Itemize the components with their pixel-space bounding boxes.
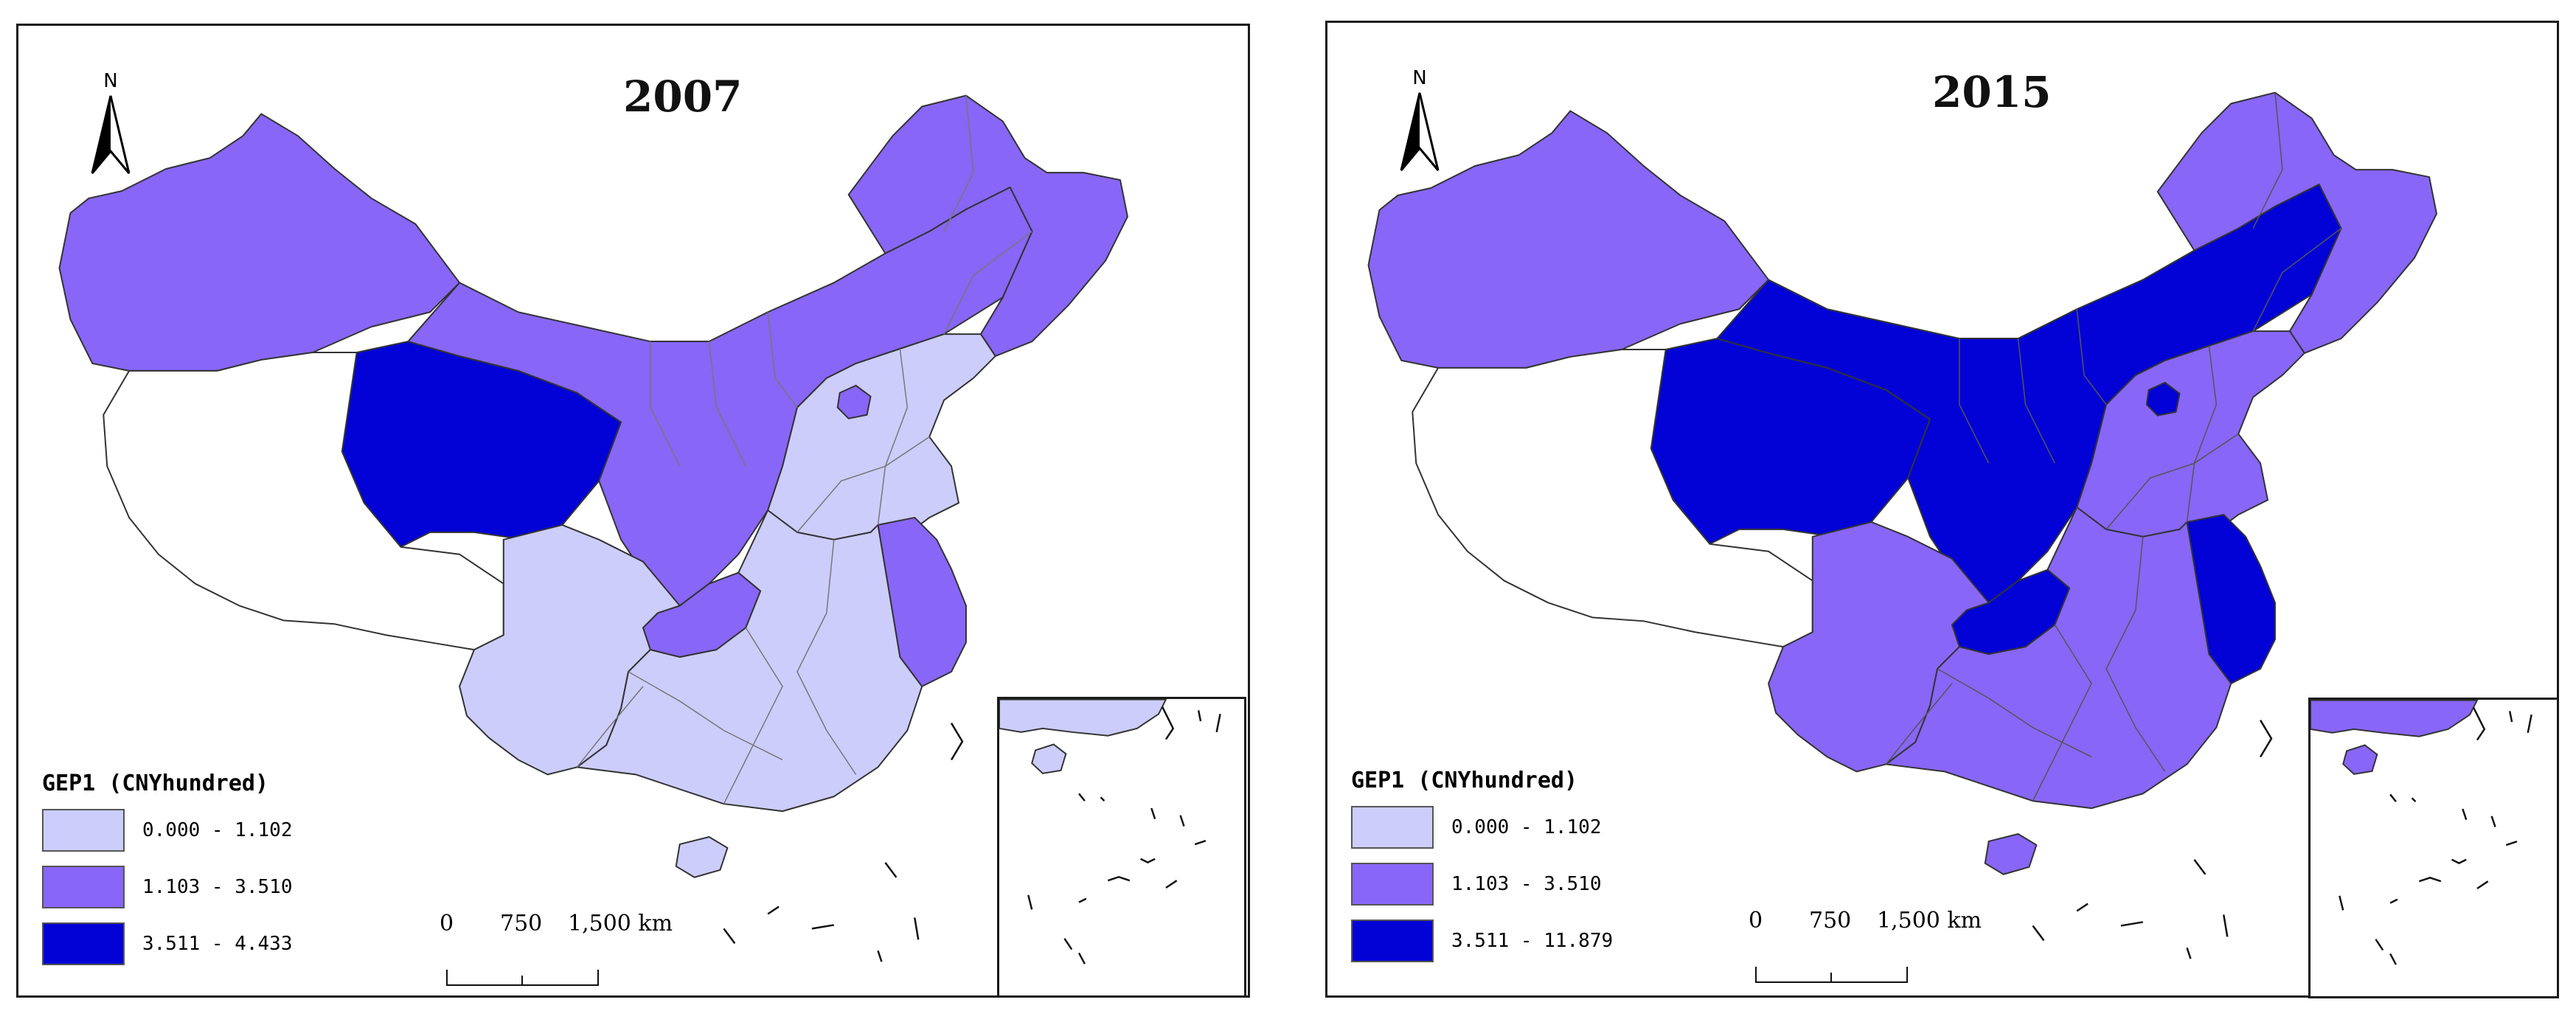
- south-china-sea-inset: [2308, 698, 2559, 998]
- map-title-2007: 2007: [623, 72, 743, 122]
- legend-label: 1.103 - 3.510: [1451, 873, 1602, 895]
- scale-label-750: 750: [500, 911, 543, 936]
- north-arrow-icon: [91, 95, 131, 174]
- legend-label: 1.103 - 3.510: [142, 876, 293, 898]
- inset-mainland: [2311, 700, 2479, 737]
- scale-label-1500: 1,500 km: [568, 911, 673, 936]
- china-map-2015: [1367, 91, 2437, 959]
- map-title-2015: 2015: [1932, 67, 2052, 117]
- region-northeast: [847, 94, 1128, 357]
- region-central-south: [1885, 507, 2232, 810]
- scale-bar: 0 750 1,500 km: [1729, 908, 1982, 989]
- scale-label-0: 0: [1749, 908, 1763, 934]
- legend-label: 0.000 - 1.102: [1451, 816, 1602, 838]
- china-map-2007: [58, 94, 1128, 962]
- inset-mainland: [999, 699, 1167, 737]
- legend-swatch: [42, 809, 125, 852]
- legend-swatch: [42, 866, 125, 908]
- region-central-south: [576, 510, 923, 813]
- region-hainan: [1984, 833, 2038, 875]
- north-arrow-icon: [1400, 92, 1440, 171]
- north-arrow: N: [1398, 67, 1442, 185]
- legend-item: 0.000 - 1.102: [1351, 805, 1661, 849]
- scale-mid-tick: [521, 976, 523, 986]
- legend-label: 0.000 - 1.102: [142, 819, 293, 841]
- map-panel-2015: 2015 N GEP1 (CNYhundred) 0.000 - 1.102 1…: [1325, 21, 2559, 998]
- legend-title: GEP1 (CNYhundred): [1351, 768, 1578, 793]
- inset-map: [2311, 700, 2532, 965]
- legend-label: 3.511 - 11.879: [1451, 930, 1614, 952]
- legend-swatch: [42, 922, 125, 965]
- scale-label-1500: 1,500 km: [1877, 908, 1982, 934]
- region-hainan: [675, 835, 729, 878]
- north-arrow: N: [88, 70, 133, 188]
- north-label: N: [103, 70, 118, 92]
- scale-bar: 0 750 1,500 km: [420, 911, 673, 992]
- scale-label-0: 0: [440, 911, 454, 936]
- inset-map: [999, 699, 1221, 964]
- inset-hainan: [2342, 744, 2378, 775]
- map-panel-2007: 2007 N GEP1 (CNYhundred) 0.000 - 1.102 1…: [16, 24, 1250, 998]
- legend-item: 1.103 - 3.510: [1351, 862, 1661, 906]
- inset-hainan: [1031, 743, 1067, 774]
- south-china-sea-inset: [997, 697, 1246, 998]
- legend: GEP1 (CNYhundred) 0.000 - 1.102 1.103 - …: [1351, 768, 1661, 976]
- legend: GEP1 (CNYhundred) 0.000 - 1.102 1.103 - …: [42, 771, 352, 978]
- legend-item: 3.511 - 4.433: [42, 922, 352, 966]
- legend-swatch: [1351, 863, 1434, 905]
- legend-item: 3.511 - 11.879: [1351, 919, 1661, 963]
- legend-swatch: [1351, 806, 1434, 849]
- legend-title: GEP1 (CNYhundred): [42, 771, 269, 796]
- region-northeast: [2156, 91, 2437, 354]
- legend-item: 1.103 - 3.510: [42, 865, 352, 909]
- scale-label-750: 750: [1809, 908, 1852, 934]
- north-label: N: [1412, 67, 1427, 89]
- region-beijing: [836, 384, 872, 420]
- scale-mid-tick: [1830, 973, 1832, 983]
- region-beijing: [2145, 381, 2181, 417]
- legend-label: 3.511 - 4.433: [142, 933, 293, 955]
- legend-swatch: [1351, 920, 1434, 962]
- legend-item: 0.000 - 1.102: [42, 808, 352, 852]
